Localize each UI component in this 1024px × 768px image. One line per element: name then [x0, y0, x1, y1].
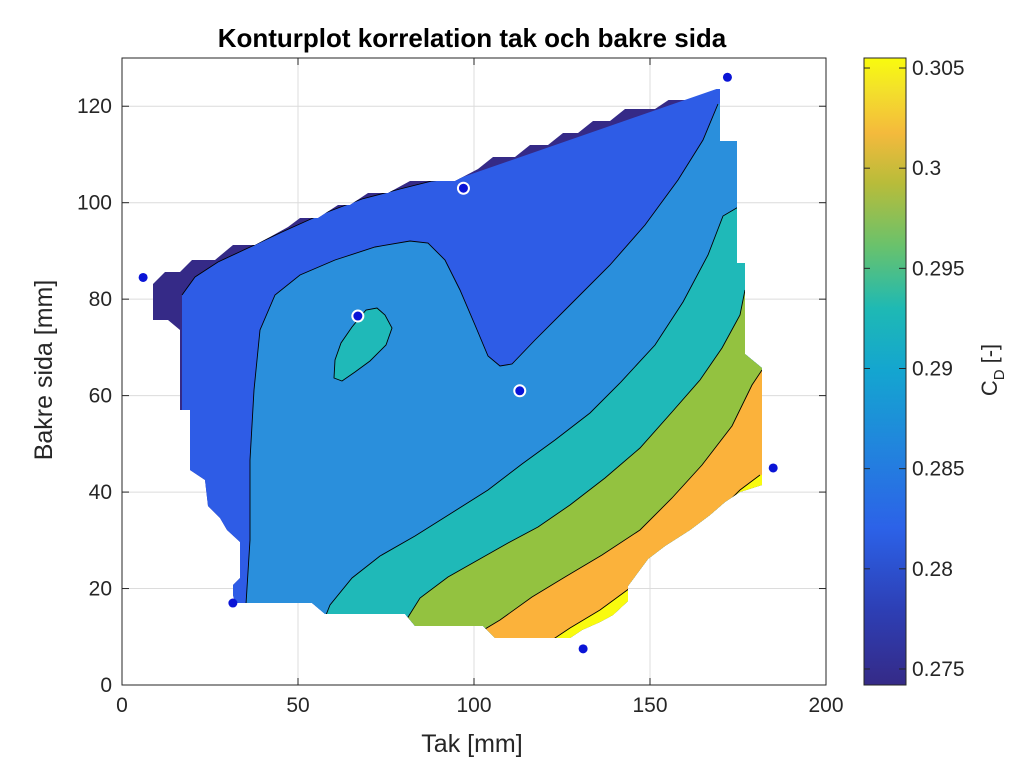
contour-line [399, 289, 746, 631]
data-point [228, 598, 238, 608]
colorbar-tick-label: 0.3 [912, 157, 941, 180]
data-points [138, 72, 778, 654]
colorbar-tick-label: 0.305 [912, 57, 965, 80]
colorbar-tick-label: 0.285 [912, 458, 965, 481]
x-tick-label: 100 [456, 694, 491, 717]
x-tick-label: 150 [632, 694, 667, 717]
chart-title: Konturplot korrelation tak och bakre sid… [218, 23, 727, 53]
colorbar-tick-label: 0.275 [912, 658, 965, 681]
x-axis-label: Tak [mm] [421, 730, 522, 758]
y-tick-label: 40 [89, 481, 112, 504]
contour-line-group [181, 103, 762, 638]
contour-line [319, 205, 741, 631]
contour-island [334, 308, 392, 381]
data-point [768, 463, 778, 473]
contour-line [244, 103, 719, 621]
data-point [578, 644, 588, 654]
colorbar-tick-label: 0.29 [912, 357, 953, 380]
y-tick-label: 100 [77, 192, 112, 215]
colorbar [863, 57, 907, 686]
colorbar-label-unit: [-] [977, 344, 1002, 364]
colorbar-label-sub: D [991, 369, 1008, 380]
y-tick-label: 120 [77, 95, 112, 118]
data-point [351, 309, 365, 323]
data-point [456, 181, 470, 195]
x-axis: 0 50 100 150 200 [116, 58, 844, 717]
colorbar-label: CD [-] [977, 344, 1008, 396]
y-tick-label: 60 [89, 385, 112, 408]
contour-fill-group [153, 89, 762, 638]
colorbar-tick-label: 0.28 [912, 558, 953, 581]
colorbar-ticks: 0.275 0.28 0.285 0.29 0.295 0.3 0.305 [864, 57, 965, 681]
y-tick-label: 0 [100, 674, 112, 697]
contour-line [181, 177, 461, 296]
y-tick-label: 80 [89, 288, 112, 311]
contour-line [479, 369, 762, 633]
data-point [138, 272, 148, 282]
contour-island-line [333, 307, 393, 382]
data-point [513, 384, 527, 398]
y-tick-label: 20 [89, 578, 112, 601]
data-point [722, 72, 732, 82]
colorbar-tick-label: 0.295 [912, 257, 965, 280]
x-tick-label: 200 [808, 694, 843, 717]
colorbar-label-main: C [977, 380, 1002, 396]
x-tick-label: 0 [116, 694, 128, 717]
y-axis-label: Bakre sida [mm] [30, 280, 58, 461]
x-tick-label: 50 [286, 694, 309, 717]
y-axis: 0 20 40 60 80 100 120 [77, 95, 826, 697]
